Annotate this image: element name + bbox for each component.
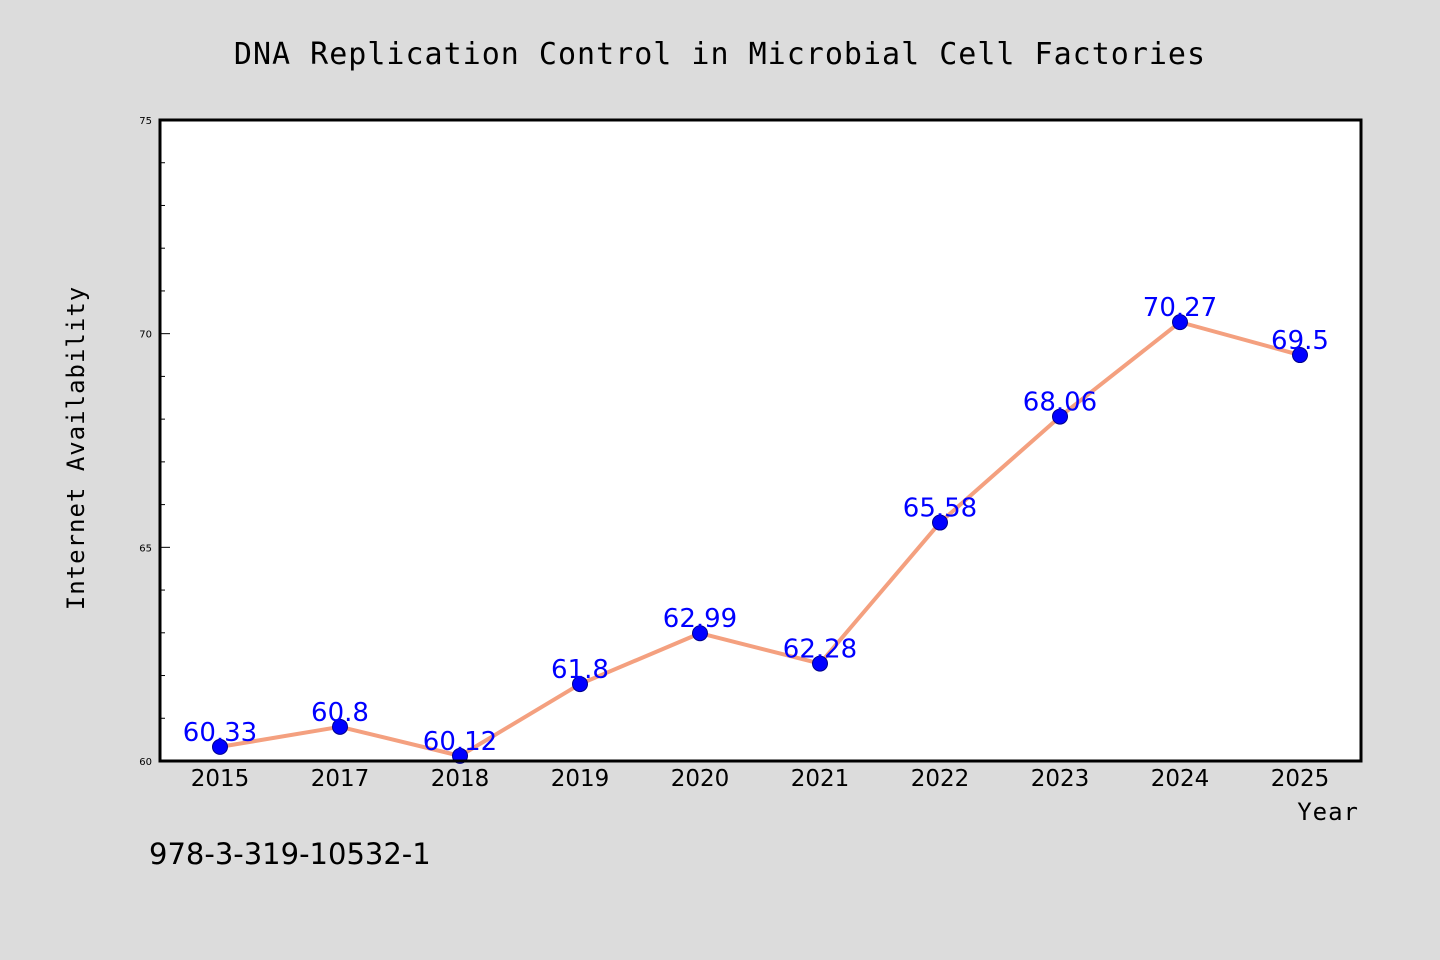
data-label: 61.8: [551, 655, 609, 685]
y-axis-tick-labels: 60 65 70 75: [139, 116, 152, 768]
data-label: 60.33: [183, 718, 257, 748]
y-tick-label: 60: [139, 757, 152, 768]
x-tick-label: 2024: [1151, 766, 1210, 792]
x-tick-label: 2015: [191, 766, 250, 792]
data-label: 62.28: [783, 635, 857, 665]
data-label: 69.5: [1271, 326, 1329, 356]
data-point: [572, 676, 588, 693]
series-line: [218, 320, 1302, 758]
data-label: 68.06: [1023, 388, 1097, 418]
x-tick-label: 2017: [311, 766, 370, 792]
data-label: 62.99: [663, 604, 737, 634]
plot-frame: [158, 118, 1363, 763]
data-label: 70.27: [1143, 293, 1217, 323]
footnote-isbn: 978-3-319-10532-1: [149, 837, 431, 871]
x-tick-label: 2018: [431, 766, 490, 792]
data-point: [932, 514, 948, 531]
y-tick-label: 65: [139, 543, 152, 554]
y-axis-label: Internet Availability: [62, 286, 90, 610]
data-point: [692, 625, 708, 642]
data-point: [332, 718, 348, 735]
data-label: 65.58: [903, 494, 977, 524]
plot-area: [160, 120, 1361, 761]
chart-title: DNA Replication Control in Microbial Cel…: [234, 37, 1206, 72]
x-tick-label: 2023: [1031, 766, 1090, 792]
data-label: 60.12: [423, 727, 497, 757]
data-labels: 60.33 60.8 60.12 61.8 62.99 62.28 65.58 68.06 70…: [183, 293, 1329, 757]
x-tick-label: 2021: [791, 766, 850, 792]
data-point: [812, 655, 828, 672]
data-point: [212, 738, 228, 755]
x-tick-label: 2022: [911, 766, 970, 792]
data-label: 60.8: [311, 698, 369, 728]
data-point: [1052, 408, 1068, 425]
x-tick-label: 2019: [551, 766, 610, 792]
data-point: [1292, 347, 1308, 364]
x-tick-label: 2025: [1271, 766, 1330, 792]
y-tick-label: 70: [139, 330, 152, 341]
series-line-layer: [218, 320, 1302, 758]
data-point: [1172, 314, 1188, 331]
x-axis-tick-labels: 2015 2017 2018 2019 2020 2021 2022 2023 2024 2025: [191, 766, 1330, 792]
x-axis-label: Year: [1297, 798, 1359, 826]
x-tick-label: 2020: [671, 766, 730, 792]
y-tick-label: 75: [139, 116, 152, 127]
